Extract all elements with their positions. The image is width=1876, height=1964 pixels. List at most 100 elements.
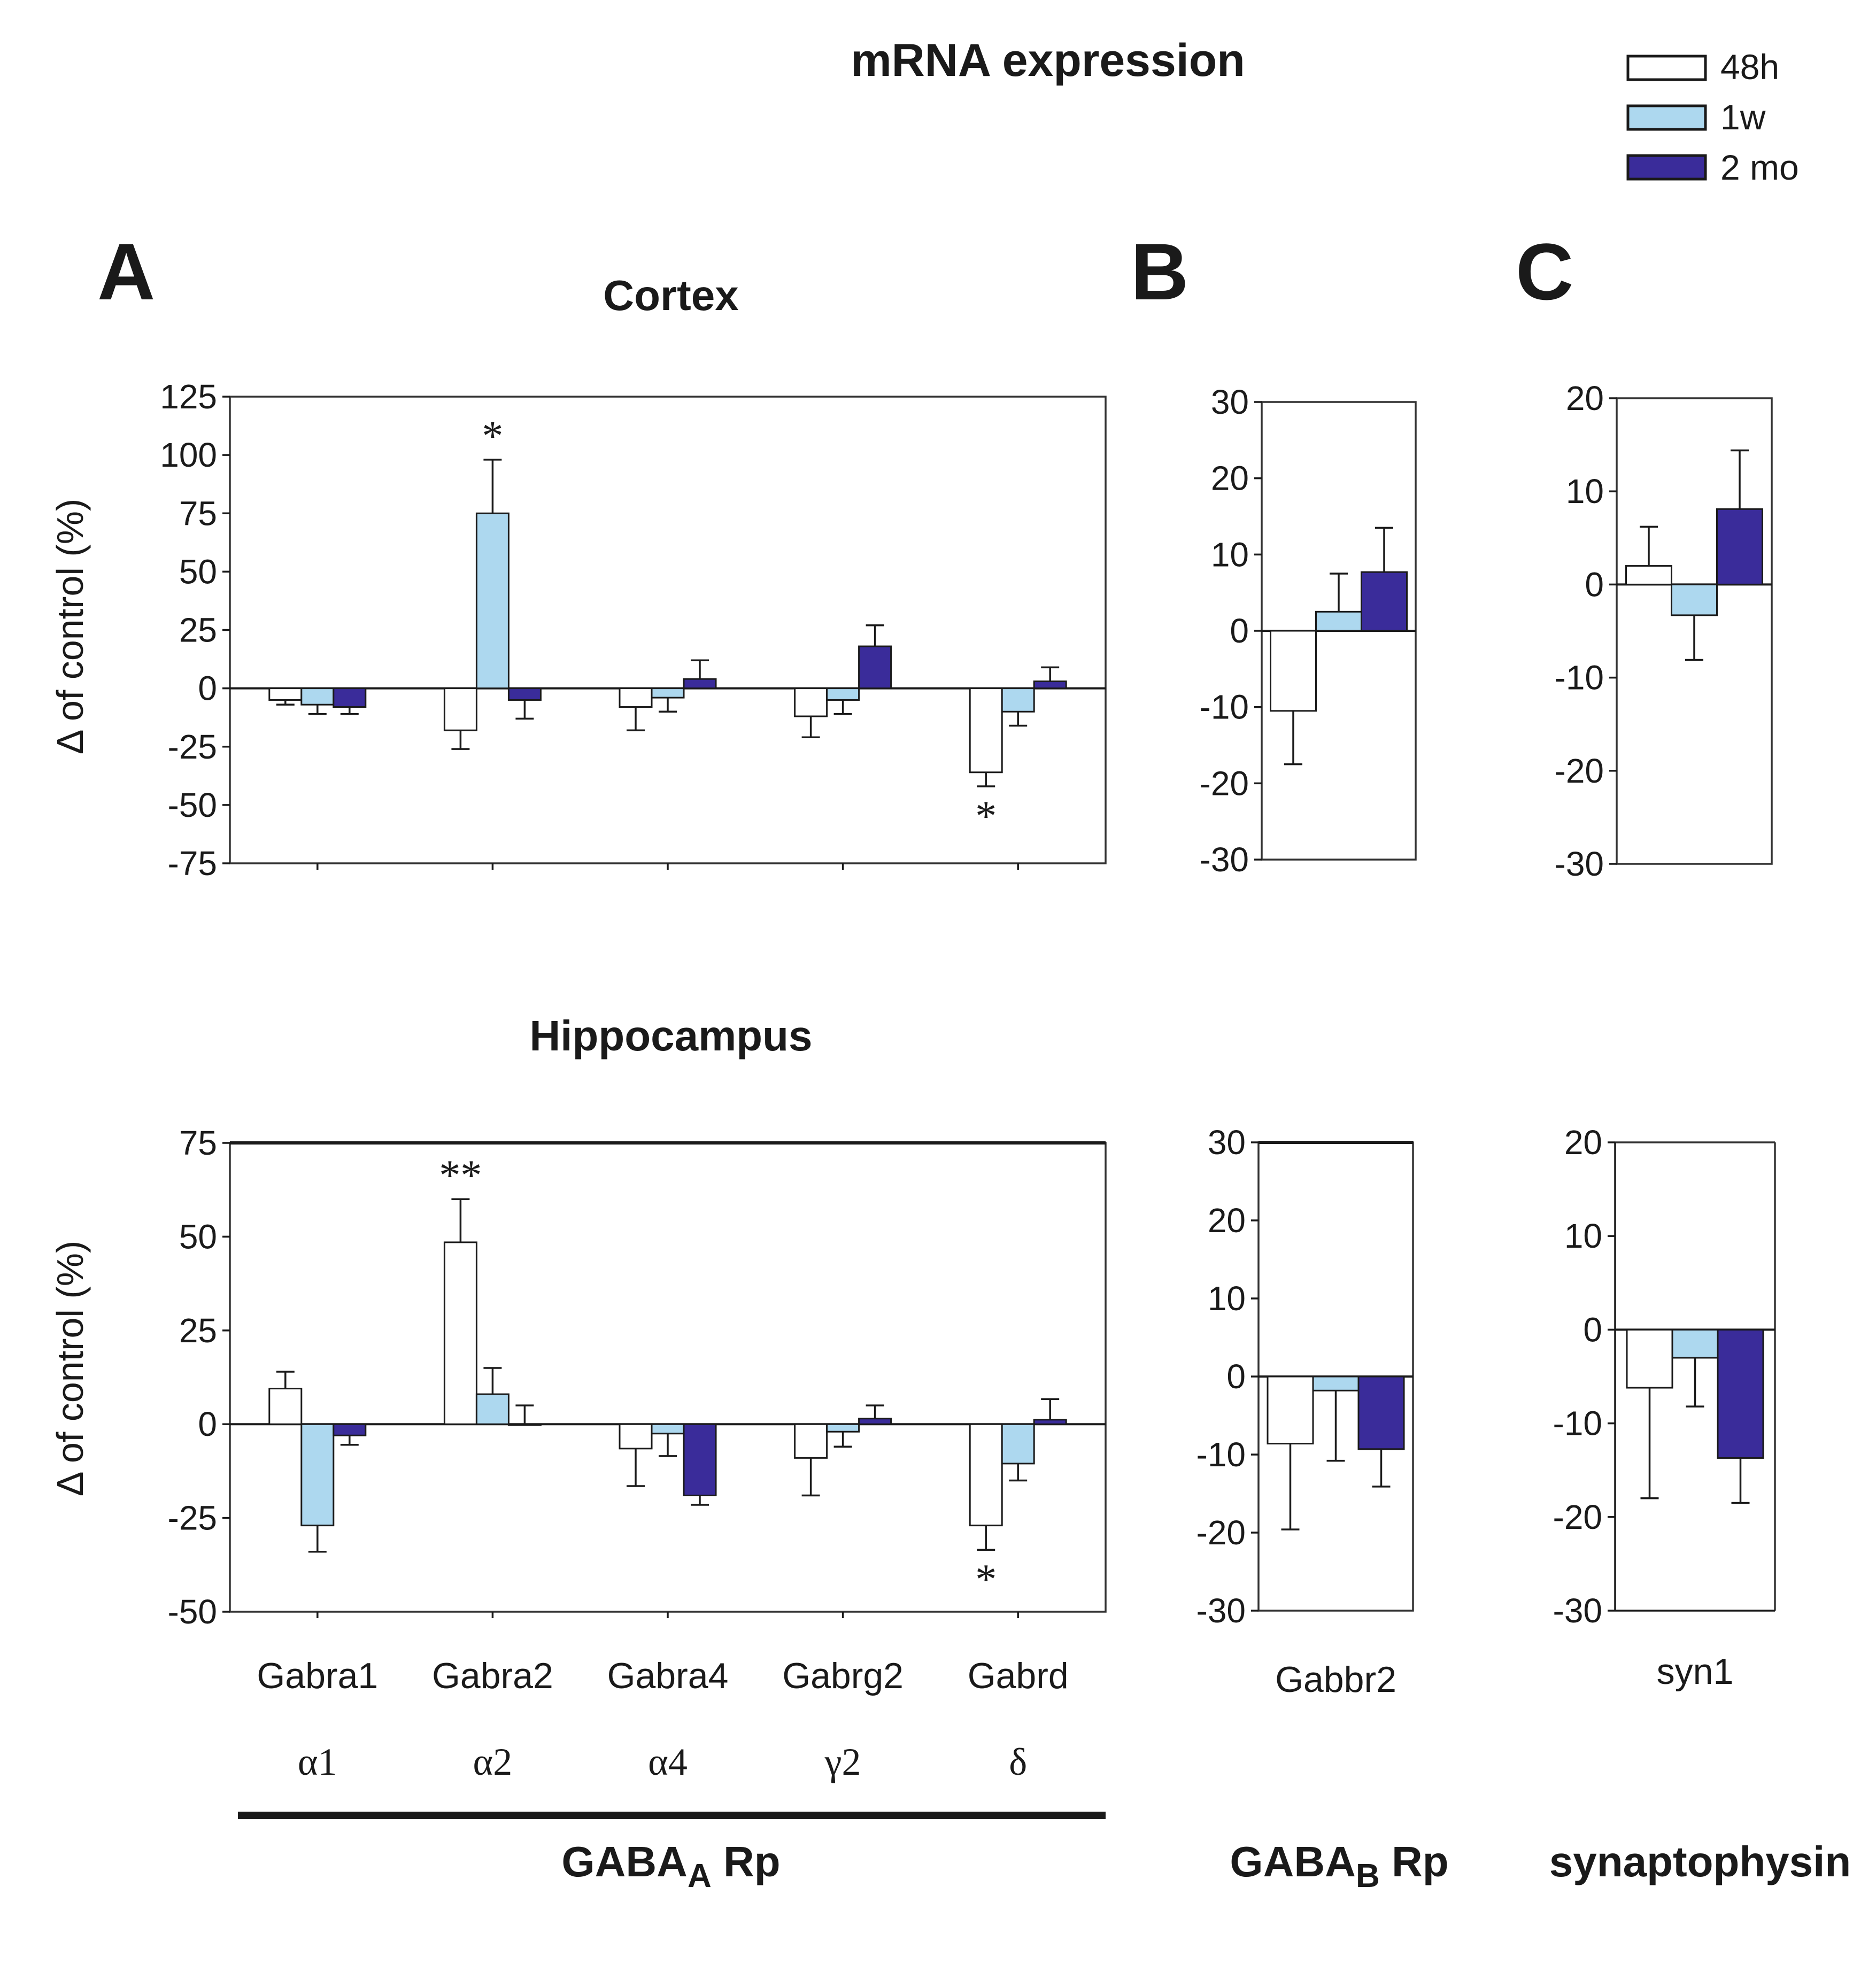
gabaa-group-label: GABAA Rp: [561, 1838, 780, 1895]
hippocampus-syn-y-tick-label: 10: [1564, 1217, 1602, 1255]
bar-2-mo-gabra2: [507, 687, 542, 701]
bar-1w-gabra4: [651, 687, 685, 699]
subunit-label-gabra4: α4: [648, 1741, 688, 1783]
legend-label-2mo: 2 mo: [1720, 148, 1799, 187]
bar-2-mo-gabrg2: [858, 1418, 892, 1425]
cortex-gabab-y-tick-label: -30: [1200, 840, 1249, 879]
hippocampus-title: Hippocampus: [530, 1012, 813, 1060]
legend-swatch-48h: [1626, 55, 1707, 81]
x-label-gabrg2: Gabrg2: [782, 1656, 904, 1696]
chart-cortex-gabaa: 125 100 75 50 25 0 -25 -50 -75 * *: [160, 377, 1107, 883]
cortex-gabab-y-tick-label: 20: [1211, 459, 1249, 498]
bar-1w-gabrd: [1001, 1423, 1035, 1465]
subunit-label-gabra1: α1: [298, 1741, 337, 1783]
cortex-syn-y-tick-label: 20: [1566, 379, 1604, 417]
panel-letter-c: C: [1516, 227, 1573, 316]
chart-cortex-gabab: 30 20 10 0 -10 -20 -30: [1200, 383, 1417, 879]
cortex-syn-y-tick-label: -20: [1555, 752, 1604, 790]
bar-48h-gabrd: [969, 1423, 1003, 1527]
gabab-group-label: GABAB Rp: [1230, 1838, 1448, 1895]
cortex-gabaa-y-tick-label: -25: [168, 728, 218, 766]
bar-48h-gabbr2: [1267, 1375, 1314, 1445]
bar-2-mo-gabrd: [1033, 1419, 1067, 1425]
bar-1w-syn1: [1671, 1328, 1719, 1359]
bar-48h-gabra1: [268, 1388, 303, 1425]
bar-1w-gabra2: [475, 1393, 509, 1425]
bar-2-mo-gabra1: [333, 1423, 367, 1436]
bar-1w-gabra4: [651, 1423, 685, 1435]
subunit-label-gabrd: δ: [1009, 1741, 1027, 1783]
x-label-gabrd: Gabrd: [968, 1656, 1069, 1696]
hippocampus-gabaa-y-tick-label: 0: [198, 1405, 217, 1443]
cortex-gabab-y-tick-label: 30: [1211, 383, 1249, 421]
bar-48h-gabra2: [443, 687, 477, 731]
hippocampus-gabab-y-tick-label: -20: [1196, 1513, 1246, 1552]
figure-title: mRNA expression: [851, 35, 1245, 86]
cortex-title: Cortex: [603, 272, 738, 319]
bar-48h-gabra2: [443, 1241, 477, 1425]
bar-2-mo-syn1: [1717, 1328, 1764, 1459]
hippocampus-syn-y-tick-label: 0: [1583, 1310, 1602, 1349]
bar-48h-gabra1: [268, 687, 303, 701]
bar-1w-gabbr2: [1315, 610, 1362, 632]
cortex-gabaa-y-tick-label: 75: [179, 494, 217, 532]
bar-2-mo-gabra4: [683, 678, 717, 690]
cortex-gabab-y-tick-label: 10: [1211, 535, 1249, 574]
legend-swatch-2mo: [1626, 154, 1707, 181]
bar-2-mo-gabra4: [683, 1423, 717, 1497]
x-label-gabbr2: Gabbr2: [1275, 1659, 1396, 1700]
significance-marker-gabrd: *: [975, 793, 997, 840]
cortex-gabab-y-tick-label: -10: [1200, 688, 1249, 726]
hippocampus-gabaa-y-tick-label: -25: [168, 1499, 218, 1537]
bar-1w-gabbr2: [1312, 1375, 1360, 1391]
legend-label-48h: 48h: [1720, 47, 1779, 87]
legend-swatch-1w: [1626, 104, 1707, 131]
hippocampus-y-axis-title: Δ of control (%): [49, 1241, 91, 1497]
bar-2-mo-gabrg2: [858, 645, 892, 690]
cortex-gabaa-y-tick-label: 25: [179, 611, 217, 649]
hippocampus-syn-y-tick-label: -30: [1553, 1591, 1603, 1630]
significance-marker-gabrd: *: [975, 1556, 997, 1603]
hippocampus-gabab-y-tick-label: 10: [1208, 1279, 1246, 1318]
cortex-gabaa-y-tick-label: 125: [160, 377, 217, 416]
hippocampus-gabab-y-tick-label: 20: [1208, 1201, 1246, 1240]
bar-48h-syn1: [1625, 565, 1672, 585]
bar-1w-gabra1: [300, 687, 335, 706]
cortex-gabaa-y-tick-label: -75: [168, 844, 218, 883]
bar-2-mo-gabra1: [333, 687, 367, 708]
cortex-gabaa-y-tick-label: 0: [198, 669, 217, 708]
bar-48h-gabra4: [619, 687, 653, 708]
cortex-gabab-y-tick-label: -20: [1200, 764, 1249, 802]
x-label-gabra2: Gabra2: [432, 1656, 553, 1696]
x-label-syn1: syn1: [1657, 1651, 1734, 1692]
cortex-syn-y-tick-label: 0: [1585, 565, 1604, 604]
hippocampus-gabab-y-tick-label: -10: [1196, 1435, 1246, 1474]
bar-48h-syn1: [1626, 1328, 1673, 1389]
bar-2-mo-gabrd: [1033, 681, 1067, 690]
bar-2-mo-gabbr2: [1361, 571, 1408, 632]
synaptophysin-group-label: synaptophysin: [1549, 1838, 1851, 1885]
hippocampus-gabaa-plot-frame: [229, 1142, 1107, 1613]
chart-hippocampus-gabaa: 75 50 25 0 -25 -50 Gabra1 α1 Gabra2 α2 Gabra4 α4 Gab…: [168, 1124, 1107, 1783]
significance-marker-gabra2: **: [439, 1152, 482, 1199]
bar-48h-gabbr2: [1270, 630, 1317, 712]
bar-1w-syn1: [1671, 583, 1718, 616]
hippocampus-gabab-y-tick-label: 0: [1226, 1357, 1246, 1396]
hippocampus-syn-y-tick-label: -10: [1553, 1404, 1603, 1443]
hippocampus-syn-y-tick-label: 20: [1564, 1123, 1602, 1162]
bar-1w-gabrg2: [826, 1423, 860, 1433]
bar-1w-gabrd: [1001, 687, 1035, 713]
hippocampus-gabab-y-tick-label: -30: [1196, 1591, 1246, 1630]
cortex-y-axis-title: Δ of control (%): [49, 499, 91, 755]
panel-letter-a: A: [97, 227, 155, 316]
subunit-label-gabra2: α2: [473, 1741, 513, 1783]
cortex-gabaa-y-tick-label: 50: [179, 552, 217, 591]
legend-label-1w: 1w: [1720, 97, 1766, 137]
cortex-syn-y-tick-label: -10: [1555, 659, 1604, 697]
hippocampus-gabaa-y-tick-label: -50: [168, 1592, 218, 1631]
chart-hippocampus-synaptophysin: 20 10 0 -10 -20 -30 syn1: [1553, 1123, 1776, 1692]
bar-48h-gabrd: [969, 687, 1003, 774]
cortex-syn-plot-frame: [1616, 397, 1773, 865]
hippocampus-gabab-y-tick-label: 30: [1208, 1123, 1246, 1162]
